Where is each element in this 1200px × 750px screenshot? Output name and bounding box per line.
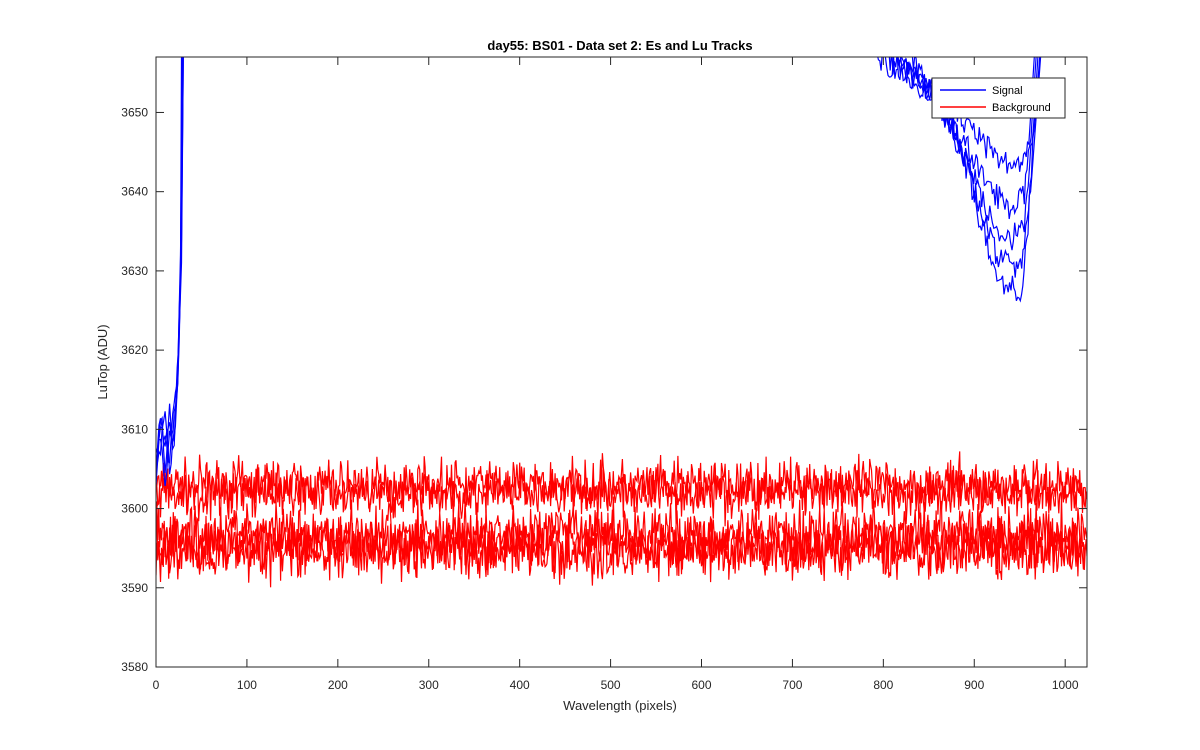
x-tick-label: 500 <box>601 678 621 692</box>
y-tick-label: 3640 <box>121 185 148 199</box>
x-tick-label: 100 <box>237 678 257 692</box>
background-line-2 <box>156 459 1087 527</box>
x-tick-label: 600 <box>691 678 711 692</box>
legend-box <box>931 77 1066 119</box>
legend-label-signal: Signal <box>992 85 1023 97</box>
x-tick-label: 800 <box>873 678 893 692</box>
signal-line-left-5 <box>156 57 184 469</box>
x-tick-label: 1000 <box>1052 678 1079 692</box>
y-tick-label: 3620 <box>121 343 148 357</box>
x-tick-label: 900 <box>964 678 984 692</box>
y-axis: 3580 3590 3600 3610 3620 3630 3640 3650 <box>121 105 1087 674</box>
signal-line-left-4 <box>156 57 184 454</box>
x-tick-label: 700 <box>782 678 802 692</box>
y-tick-label: 3650 <box>121 105 148 119</box>
y-axis-title: LuTop (ADU) <box>95 324 110 399</box>
x-tick-label: 0 <box>153 678 160 692</box>
legend-label-background: Background <box>992 102 1051 114</box>
x-axis-title: Wavelength (pixels) <box>563 698 677 713</box>
plot-frame <box>155 56 1088 668</box>
y-tick-label: 3600 <box>121 502 148 516</box>
background-line-5 <box>156 516 1087 588</box>
signal-line-right-3 <box>892 57 1039 251</box>
x-tick-label: 400 <box>510 678 530 692</box>
y-tick-label: 3610 <box>121 422 148 436</box>
legend: Signal Background <box>931 77 1066 119</box>
y-tick-label: 3590 <box>121 581 148 595</box>
y-tick-label: 3580 <box>121 660 148 674</box>
x-tick-label: 200 <box>328 678 348 692</box>
chart-title: day55: BS01 - Data set 2: Es and Lu Trac… <box>487 38 752 53</box>
plot-area <box>156 57 1087 588</box>
y-tick-label: 3630 <box>121 264 148 278</box>
x-tick-label: 300 <box>419 678 439 692</box>
x-axis: 0 100 200 300 400 500 600 700 800 900 1000 <box>153 57 1079 692</box>
